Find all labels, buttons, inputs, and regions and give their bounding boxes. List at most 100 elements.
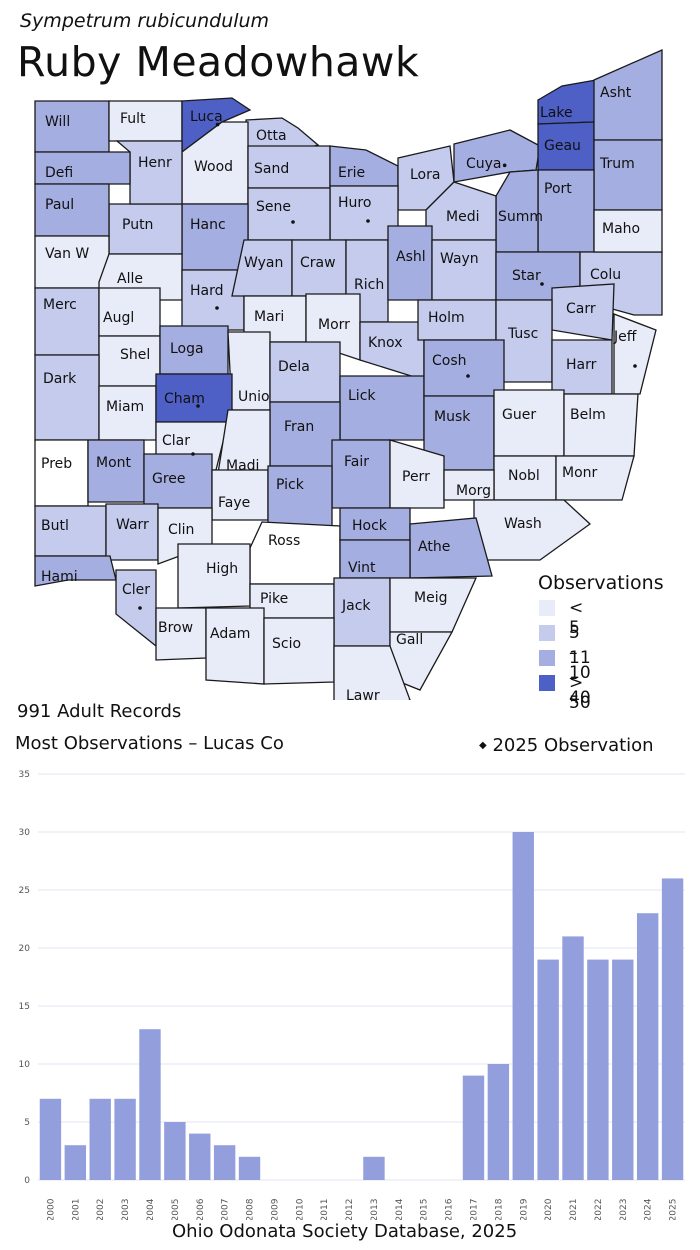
county-label-monr: Monr: [562, 465, 598, 481]
x-tick-label: 2012: [345, 1199, 355, 1220]
county-ross: [249, 521, 341, 585]
county-mont: [87, 439, 145, 503]
county-label-dark: Dark: [43, 371, 77, 387]
county-label-hock: Hock: [352, 518, 388, 534]
county-label-perr: Perr: [402, 469, 430, 485]
county-label-star: Star: [512, 268, 541, 284]
y-tick-label: 35: [19, 770, 30, 780]
observation-2025-dot: [466, 374, 470, 378]
county-knox: [359, 321, 425, 381]
county-label-scio: Scio: [272, 636, 301, 652]
county-van-w: [34, 235, 110, 289]
county-label-wyan: Wyan: [244, 255, 283, 271]
bar-2002: [89, 1098, 111, 1180]
county-label-hanc: Hanc: [190, 217, 226, 233]
county-label-dela: Dela: [278, 359, 310, 375]
y-tick-label: 10: [19, 1060, 31, 1070]
observation-2025-dot: [291, 220, 295, 224]
county-label-meig: Meig: [414, 590, 447, 606]
county-hanc: [181, 203, 249, 271]
county-hami: [34, 555, 117, 587]
county-label-high: High: [206, 561, 238, 577]
county-label-belm: Belm: [570, 407, 606, 423]
county-perr: [389, 439, 445, 509]
county-label-pick: Pick: [276, 477, 305, 493]
county-label-henr: Henr: [138, 155, 172, 171]
county-label-fair: Fair: [344, 454, 369, 470]
county-label-musk: Musk: [434, 409, 471, 425]
bar-2006: [189, 1133, 211, 1180]
legend-2025-label: 2025 Observation: [492, 735, 654, 756]
county-label-rich: Rich: [354, 277, 384, 293]
county-label-unio: Unio: [238, 389, 270, 405]
x-tick-label: 2011: [320, 1199, 330, 1220]
legend-label: < 5: [569, 598, 584, 638]
bar-2023: [612, 959, 634, 1180]
county-label-shel: Shel: [120, 347, 150, 363]
county-label-trum: Trum: [599, 156, 635, 172]
county-label-jack: Jack: [341, 598, 371, 614]
county-preb: [34, 439, 89, 507]
x-tick-label: 2001: [71, 1199, 81, 1220]
county-label-miam: Miam: [106, 399, 144, 415]
county-dark: [34, 354, 100, 441]
x-tick-label: 2000: [46, 1198, 56, 1220]
county-label-wayn: Wayn: [440, 251, 479, 267]
county-label-madi: Madi: [226, 458, 259, 474]
bar-2021: [562, 936, 584, 1180]
county-label-putn: Putn: [122, 217, 153, 233]
x-tick-label: 2008: [246, 1198, 256, 1220]
county-label-erie: Erie: [338, 165, 365, 181]
x-tick-label: 2007: [221, 1199, 231, 1220]
y-tick-label: 25: [19, 886, 30, 896]
bar-2004: [139, 1029, 161, 1180]
county-label-merc: Merc: [43, 297, 77, 313]
county-label-sand: Sand: [254, 161, 289, 177]
county-henr: [115, 140, 183, 205]
y-tick-label: 5: [24, 1118, 30, 1128]
county-label-defi: Defi: [45, 165, 73, 181]
x-tick-label: 2010: [295, 1198, 305, 1220]
x-tick-label: 2002: [96, 1199, 106, 1220]
x-tick-label: 2022: [594, 1199, 604, 1220]
county-label-clar: Clar: [162, 433, 190, 449]
county-label-cuya: Cuya: [466, 156, 502, 172]
county-guer: [493, 389, 565, 457]
observation-2025-dot: [215, 122, 220, 127]
bar-2000: [39, 1098, 62, 1180]
x-tick-label: 2019: [519, 1198, 529, 1220]
ohio-county-map: Will Fult Luca Otta Wood Sand Erie Lora Cuya Lake…: [34, 49, 663, 700]
county-label-geau: Geau: [544, 138, 581, 154]
county-jeff: [613, 313, 657, 395]
bar-2001: [64, 1145, 87, 1180]
observation-2025-dot: [366, 219, 370, 223]
county-label-van-w: Van W: [45, 246, 89, 262]
bar-2008: [238, 1156, 261, 1180]
county-label-asht: Asht: [600, 85, 632, 101]
observation-2025-dot: [502, 163, 507, 168]
x-tick-label: 2020: [544, 1198, 554, 1220]
county-label-fult: Fult: [120, 111, 146, 127]
county-label-mont: Mont: [96, 455, 132, 471]
county-label-vint: Vint: [348, 560, 376, 576]
legend-title: Observations: [538, 572, 664, 594]
x-tick-label: 2014: [395, 1198, 405, 1220]
x-tick-label: 2024: [644, 1198, 654, 1220]
observation-2025-dot: [196, 404, 200, 408]
county-label-preb: Preb: [41, 456, 72, 472]
county-label-butl: Butl: [41, 518, 69, 534]
county-label-brow: Brow: [158, 620, 193, 636]
legend-swatch: [539, 600, 555, 616]
county-label-lawr: Lawr: [346, 688, 380, 700]
county-label-medi: Medi: [446, 209, 479, 225]
county-label-craw: Craw: [300, 255, 336, 271]
county-hard: [181, 269, 245, 331]
x-tick-label: 2009: [270, 1198, 280, 1220]
observation-2025-dot: [215, 306, 219, 310]
county-wayn: [431, 239, 497, 301]
county-label-morr: Morr: [318, 317, 350, 333]
x-tick-label: 2016: [445, 1198, 455, 1220]
legend-swatch: [539, 650, 555, 666]
county-label-lora: Lora: [410, 167, 440, 183]
y-tick-label: 20: [19, 944, 31, 954]
